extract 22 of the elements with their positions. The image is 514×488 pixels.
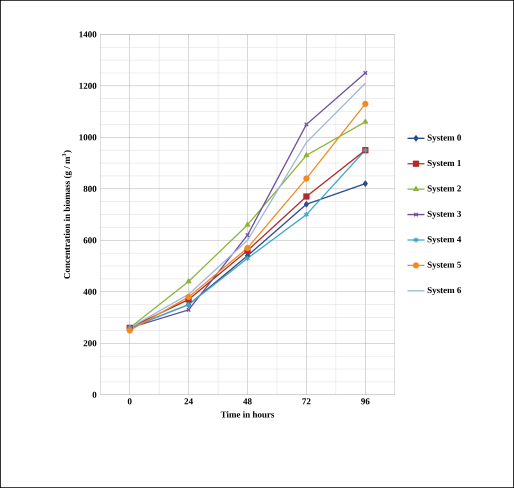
y-tick-label: 1400	[79, 31, 96, 38]
legend-label: System 3	[428, 210, 462, 219]
x-tick-label: 0	[128, 398, 132, 404]
y-tick-label: 600	[84, 237, 96, 244]
y-tick-label: 200	[84, 340, 96, 346]
y-tick-label: 800	[84, 186, 96, 192]
x-tick-label: 96	[361, 398, 370, 404]
y-axis-title: Concentration in biomass (g / m$^{3}$)	[62, 150, 72, 279]
x-axis-title: Time in hours	[220, 411, 274, 418]
legend-label: System 0	[428, 134, 461, 142]
x-tick-label: 48	[243, 398, 252, 404]
legend-label: System 2	[428, 185, 461, 194]
legend-label: System 5	[428, 262, 462, 270]
legend-label: System 6	[428, 287, 462, 295]
y-tick-label: 1200	[79, 82, 96, 89]
y-tick-label: 0	[92, 392, 96, 398]
y-tick-label: 1000	[79, 134, 96, 140]
x-tick-label: 24	[184, 398, 193, 404]
legend-label: System 1	[428, 160, 461, 168]
x-tick-label: 72	[302, 398, 311, 404]
y-tick-label: 400	[83, 288, 96, 295]
legend-label: System 4	[428, 236, 462, 244]
